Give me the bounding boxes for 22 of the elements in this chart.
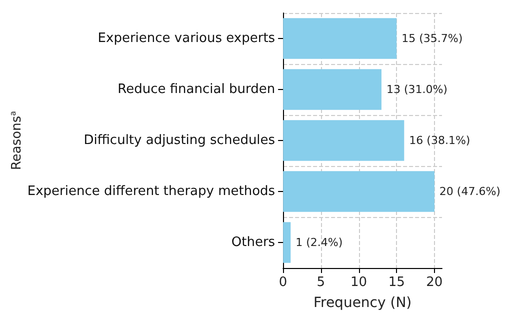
bar [283,120,404,161]
bar [283,18,397,59]
data-label: 1 (2.4%) [296,236,343,249]
data-label: 16 (38.1%) [409,134,470,147]
bar [283,69,382,110]
y-axis-title: Reasonsa [8,110,24,170]
x-tick-label: 10 [350,275,368,290]
y-tick-label: Experience various experts [98,31,276,46]
x-axis-title: Frequency (N) [313,295,412,311]
y-tick-label: Difficulty adjusting schedules [84,133,276,148]
y-tick-label: Experience different therapy methods [27,184,276,199]
data-label: 20 (47.6%) [439,185,500,198]
bar [283,222,291,263]
x-tick-label: 15 [388,275,405,290]
bar [283,171,434,212]
y-tick-label: Others [231,235,276,250]
y-tick-label: Reduce financial burden [118,82,276,97]
x-tick-label: 5 [316,275,326,290]
data-label: 13 (31.0%) [386,83,448,96]
x-tick-label: 20 [426,275,443,290]
data-label: 15 (35.7%) [402,32,463,45]
x-tick-label: 0 [278,275,288,290]
